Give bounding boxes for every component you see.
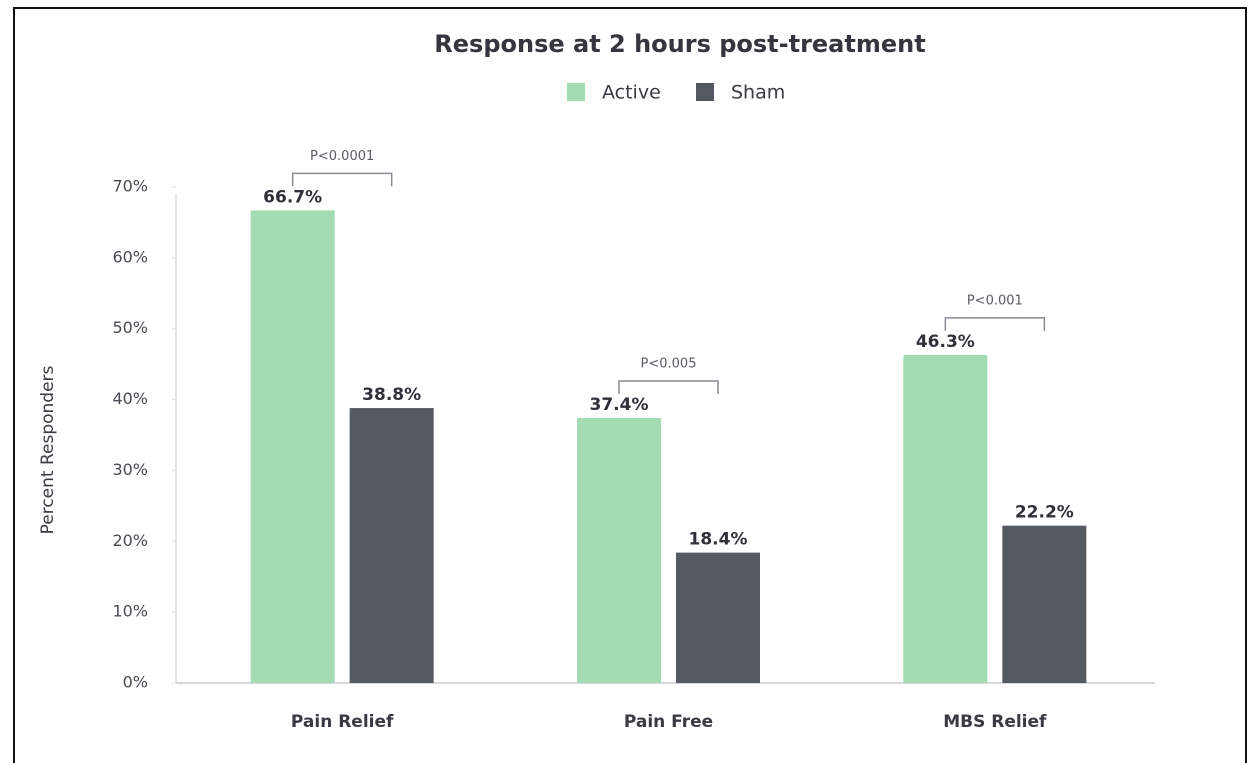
annotation: P<0.0001 — [310, 149, 374, 164]
y-tick-label: 20% — [112, 531, 148, 550]
significance-bracket — [944, 317, 1046, 331]
bar — [349, 408, 434, 683]
bar — [1002, 525, 1087, 683]
chart-title: Response at 2 hours post-treatment — [434, 30, 925, 58]
x-tick-label: Pain Free — [624, 712, 713, 732]
value-label: 46.3% — [916, 332, 975, 352]
bar — [250, 210, 335, 683]
value-label: 38.8% — [362, 385, 421, 405]
y-tick-label: 60% — [112, 247, 148, 266]
bar — [577, 417, 661, 683]
bar — [676, 552, 760, 683]
value-label: 37.4% — [590, 395, 649, 415]
y-tick-label: 50% — [112, 318, 148, 337]
legend-label: Active — [602, 82, 661, 104]
value-label: 18.4% — [689, 530, 748, 550]
frame — [13, 7, 1247, 763]
value-label: 66.7% — [263, 187, 322, 207]
bar — [903, 354, 988, 683]
x-tick-label: MBS Relief — [943, 712, 1047, 732]
legend-swatch — [567, 83, 585, 101]
annotation: P<0.005 — [641, 356, 697, 371]
x-tick-label: Pain Relief — [291, 712, 394, 732]
y-tick-label: 40% — [112, 389, 148, 408]
y-tick-label: 70% — [112, 177, 148, 196]
significance-bracket — [291, 172, 393, 187]
annotation: P<0.001 — [967, 293, 1023, 308]
y-tick-label: 30% — [112, 460, 148, 479]
legend-label: Sham — [731, 82, 785, 104]
legend-swatch — [696, 83, 714, 101]
significance-bracket — [618, 380, 719, 394]
y-tick-label: 0% — [123, 673, 148, 692]
value-label: 22.2% — [1015, 503, 1074, 523]
y-axis-label: Percent Responders — [38, 365, 58, 534]
y-tick-label: 10% — [112, 602, 148, 621]
